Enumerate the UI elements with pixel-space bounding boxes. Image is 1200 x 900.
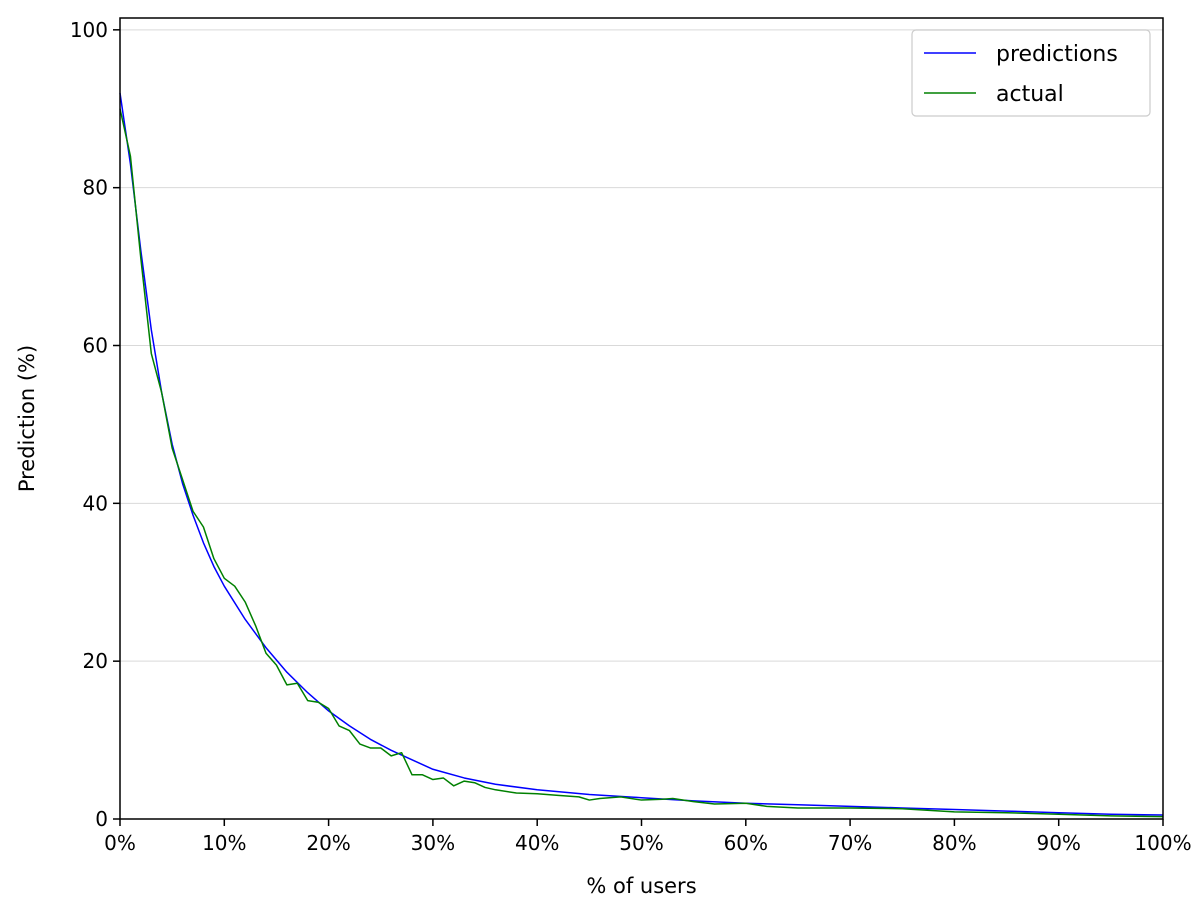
- axis-ticks: 0 20 40 60 80 100 0% 10% 20% 30% 40% 50% 60% 70% 80% 90…: [70, 18, 1192, 855]
- legend-box: [911, 29, 1151, 117]
- x-tick-label: 70%: [828, 831, 872, 855]
- y-axis-title: Prediction (%): [15, 345, 39, 492]
- y-tick-label: 100: [70, 18, 108, 42]
- legend-label-actual: actual: [996, 82, 1064, 107]
- x-tick-label: 0%: [104, 831, 136, 855]
- legend-label-predictions: predictions: [996, 42, 1118, 67]
- y-tick-label: 60: [83, 334, 108, 358]
- series-line-actual: [119, 108, 1164, 818]
- series-line-predictions: [119, 92, 1164, 816]
- x-tick-label: 40%: [515, 831, 559, 855]
- y-tick-label: 80: [83, 176, 108, 200]
- y-tick-label: 40: [83, 491, 108, 515]
- y-tick-label: 20: [83, 649, 108, 673]
- y-tick-label: 0: [95, 807, 108, 831]
- x-tick-label: 90%: [1036, 831, 1080, 855]
- x-tick-label: 50%: [619, 831, 663, 855]
- x-tick-label: 30%: [411, 831, 455, 855]
- x-tick-label: 80%: [932, 831, 976, 855]
- series-lines: [119, 92, 1164, 818]
- x-axis-title: % of users: [586, 874, 696, 898]
- x-tick-label: 60%: [724, 831, 768, 855]
- legend: predictions actual: [911, 29, 1151, 117]
- x-tick-label: 10%: [202, 831, 246, 855]
- x-tick-label: 20%: [306, 831, 350, 855]
- x-tick-label: 100%: [1134, 831, 1191, 855]
- grid-lines: [120, 29, 1163, 662]
